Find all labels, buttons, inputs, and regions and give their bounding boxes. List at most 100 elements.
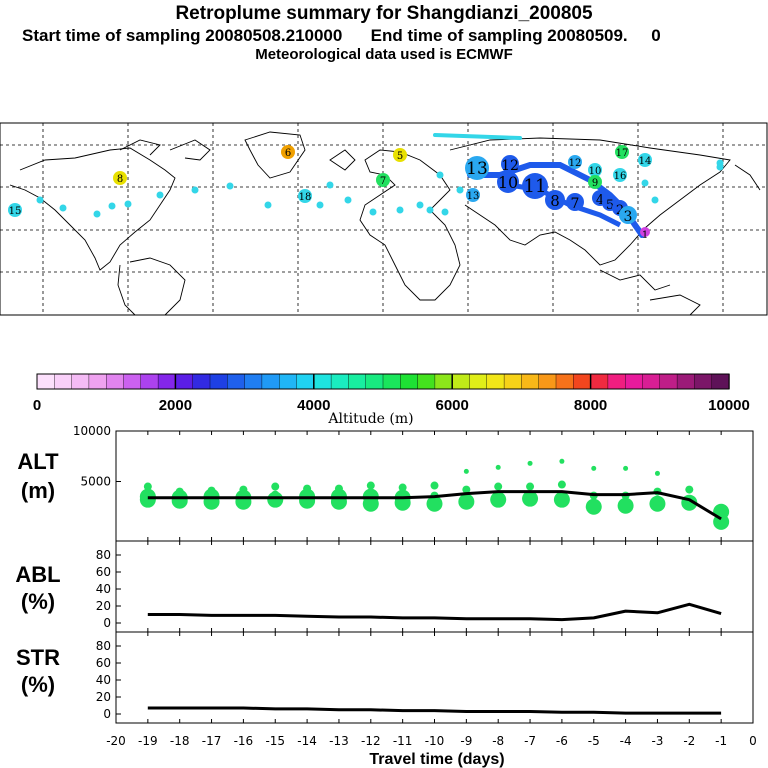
colorbar-swatch	[175, 373, 194, 390]
alt-point	[559, 458, 565, 464]
plume-marker-label: 10	[498, 173, 518, 192]
plume-dot	[326, 181, 334, 189]
panel-alt: 10000 5000 ALT (m)	[17, 424, 754, 542]
series-line-str	[147, 706, 722, 715]
y-tick-label: 40	[96, 582, 111, 596]
plume-marker-label: 3	[624, 209, 633, 225]
y-tick-label: 0	[103, 616, 111, 630]
colorbar-swatch	[486, 373, 505, 390]
plume-marker-label: 6	[285, 148, 291, 159]
colorbar-swatch	[590, 373, 609, 390]
alt-point	[398, 483, 407, 492]
plume-dot	[641, 179, 649, 187]
colorbar-swatch	[140, 373, 159, 390]
x-tick-label: -16	[234, 734, 254, 748]
alt-point	[271, 482, 280, 491]
plume-marker-big	[640, 227, 650, 237]
x-tick-label: -9	[460, 734, 472, 748]
plume-dot	[716, 163, 724, 171]
colorbar-tick-label: 2000	[159, 397, 192, 414]
plume-marker-label: 10	[589, 166, 602, 177]
colorbar-swatch	[642, 373, 661, 390]
plume-dot	[416, 201, 424, 209]
alt-point	[685, 485, 694, 494]
alt-point	[462, 485, 471, 494]
plume-marker-label: 8	[117, 174, 123, 185]
y-axis-unit: (m)	[21, 478, 55, 503]
colorbar-swatch	[452, 373, 471, 390]
alt-point	[463, 468, 469, 474]
plume-marker-label: 18	[299, 192, 312, 203]
colorbar-swatch	[676, 373, 696, 390]
altitude-colorbar	[36, 373, 730, 390]
y-tick-label: 60	[96, 565, 111, 579]
plume-dot	[156, 191, 164, 199]
alt-point	[649, 495, 666, 512]
x-tick-label: -19	[138, 734, 158, 748]
alt-point	[654, 470, 660, 476]
x-tick-label: -14	[297, 734, 317, 748]
alt-point	[617, 497, 634, 514]
x-axis-label: Travel time (days)	[369, 751, 504, 768]
plume-marker-small	[376, 173, 390, 187]
plume-marker-label: 16	[614, 171, 627, 182]
alt-point	[267, 491, 284, 508]
colorbar-swatch	[261, 373, 280, 390]
x-tick-label: -13	[329, 734, 349, 748]
colorbar-swatch	[296, 373, 315, 390]
plume-marker-label: 5	[606, 198, 614, 213]
colorbar-swatch	[105, 373, 125, 390]
colorbar-swatch	[88, 373, 107, 390]
colorbar-swatch	[330, 373, 350, 390]
plume-marker-small	[568, 155, 582, 169]
y-tick-label: 20	[96, 599, 111, 613]
series-line-alt	[147, 490, 722, 521]
map-graticule	[0, 123, 767, 315]
colorbar-swatch	[607, 373, 626, 390]
plume-marker-label: 7	[380, 176, 386, 187]
plume-dot	[36, 196, 44, 204]
colorbar-swatch	[469, 373, 488, 390]
colorbar-swatch	[711, 373, 730, 390]
colorbar-swatch	[625, 373, 644, 390]
colorbar-swatch	[659, 373, 678, 390]
plume-marker-label: 17	[616, 148, 629, 159]
map-frame	[0, 122, 768, 316]
plume-marker-big	[497, 171, 519, 193]
colorbar-swatch	[71, 373, 90, 390]
plume-marker-label: 13	[467, 191, 480, 202]
y-tick-label: 0	[103, 707, 111, 721]
alt-point	[175, 487, 184, 496]
alt-point	[426, 495, 443, 512]
plume-marker-big	[465, 156, 489, 180]
met-data-note: Meteorological data used is ECMWF	[255, 46, 513, 63]
plume-dot	[93, 210, 101, 218]
plume-marker-big	[619, 206, 637, 224]
alt-point	[623, 465, 629, 471]
colorbar-swatch	[36, 373, 55, 390]
time-series-panels: 100005000ALT(m)806040200ABL(%)806040200S…	[15, 424, 754, 724]
x-tick-label: 0	[749, 734, 757, 748]
plume-marker-label: 1	[642, 230, 648, 241]
chart-title: Retroplume summary for Shangdianzi_20080…	[175, 3, 593, 24]
plume-marker-small	[466, 188, 480, 202]
colorbar-tick-label: 6000	[436, 397, 469, 414]
colorbar-swatch	[209, 373, 228, 390]
panel-str: 80 60 40 20 0 STR(%)	[16, 631, 754, 724]
plume-dot	[436, 171, 444, 179]
alt-point	[430, 481, 439, 490]
y-tick-label: 40	[96, 673, 111, 687]
plume-dot	[441, 208, 449, 216]
plume-marker-small	[298, 189, 312, 203]
y-tick-label: 60	[96, 656, 111, 670]
colorbar-swatch	[348, 373, 367, 390]
plume-marker-big	[522, 173, 548, 199]
colorbar-swatch	[244, 373, 263, 390]
colorbar-swatch	[434, 373, 453, 390]
plume-dot	[344, 196, 352, 204]
plume-dot	[369, 208, 377, 216]
colorbar-tick-label: 4000	[297, 397, 330, 414]
x-tick-label: -18	[170, 734, 190, 748]
colorbar-frame	[36, 373, 730, 390]
